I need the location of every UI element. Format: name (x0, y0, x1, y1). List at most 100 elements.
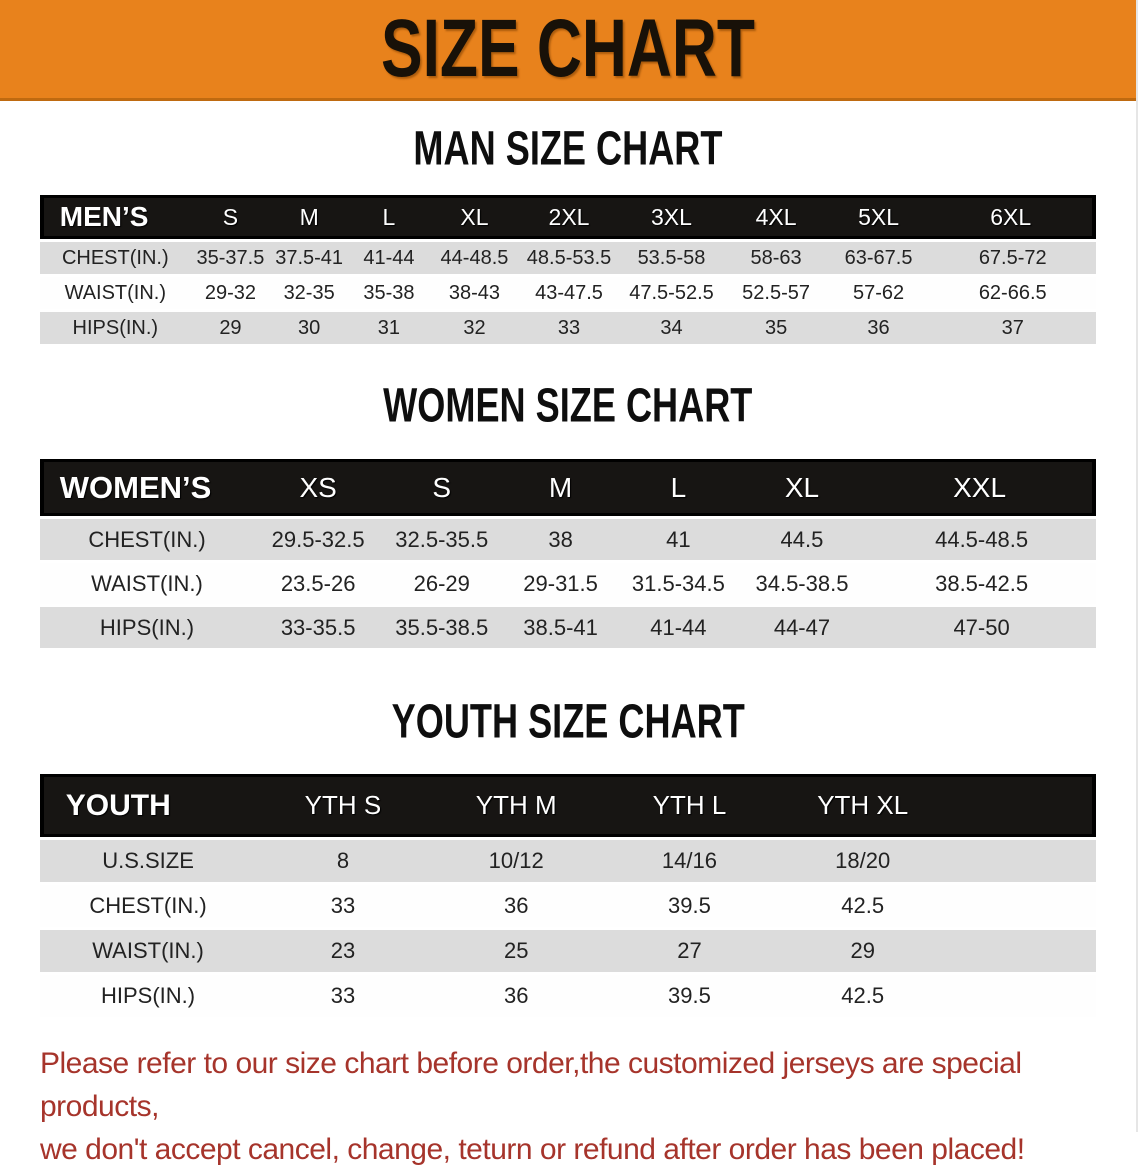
size-value: 37 (929, 312, 1097, 344)
disclaimer-line-1: Please refer to our size chart before or… (40, 1047, 1022, 1123)
size-value: 10/12 (429, 840, 603, 882)
size-value: 27 (602, 930, 777, 972)
row-label: WAIST(IN.) (39, 563, 255, 604)
row-label: HIPS(IN.) (39, 312, 191, 344)
size-value: 36 (429, 885, 603, 927)
size-column-header: XL (429, 195, 520, 239)
size-value: 23.5-26 (254, 563, 383, 604)
size-value: 67.5-72 (929, 242, 1097, 274)
size-value: 43-47.5 (519, 277, 619, 309)
size-value: 35.5-38.5 (382, 607, 502, 648)
table-row: WAIST(IN.) 23.5-26 26-29 29-31.5 31.5-34.5 34… (39, 563, 1097, 604)
size-value: 29 (776, 930, 950, 972)
table-row: CHEST(IN.) 35-37.5 37.5-41 41-44 44-48.5 48.5… (39, 242, 1097, 274)
size-column-header: S (190, 195, 271, 239)
size-value: 36 (827, 312, 930, 344)
size-value: 29.5-32.5 (254, 519, 383, 560)
size-value (949, 975, 1097, 1017)
size-column-header: 5XL (827, 195, 930, 239)
women-section-heading: WOMEN SIZE CHART (383, 379, 753, 433)
size-value: 42.5 (776, 975, 950, 1017)
size-value: 48.5-53.5 (519, 242, 619, 274)
table-row: CHEST(IN.) 33 36 39.5 42.5 (39, 885, 1097, 927)
size-column-header: M (270, 195, 349, 239)
size-column-header: S (382, 459, 502, 516)
row-label: CHEST(IN.) (39, 242, 191, 274)
table-row: CHEST(IN.) 29.5-32.5 32.5-35.5 38 41 44.5 44.5… (39, 519, 1097, 560)
size-value: 63-67.5 (827, 242, 930, 274)
size-value: 26-29 (382, 563, 502, 604)
table-header-row: WOMEN’S XS S M L XL XXL (39, 459, 1097, 516)
size-value: 44.5 (737, 519, 867, 560)
size-value: 38-43 (429, 277, 520, 309)
table-row: WAIST(IN.) 29-32 32-35 35-38 38-43 43-47.5 47.… (39, 277, 1097, 309)
size-value: 41-44 (619, 607, 737, 648)
size-value: 38.5-41 (501, 607, 620, 648)
size-column-header: 4XL (724, 195, 828, 239)
size-value: 36 (429, 975, 603, 1017)
size-value: 32 (429, 312, 520, 344)
size-value: 38.5-42.5 (866, 563, 1097, 604)
table-row: HIPS(IN.) 33 36 39.5 42.5 (39, 975, 1097, 1017)
size-value: 25 (429, 930, 603, 972)
table-row: HIPS(IN.) 29 30 31 32 33 34 35 36 37 (39, 312, 1097, 344)
size-value: 8 (256, 840, 430, 882)
table-row: WAIST(IN.) 23 25 27 29 (39, 930, 1097, 972)
size-value: 18/20 (776, 840, 950, 882)
men-size-table: MEN’S S M L XL 2XL 3XL 4XL 5XL 6XL CHEST(IN.) 35-37… (39, 192, 1097, 347)
men-section-heading: MAN SIZE CHART (413, 122, 723, 176)
size-value: 39.5 (602, 885, 777, 927)
row-label: U.S.SIZE (39, 840, 257, 882)
row-label: HIPS(IN.) (39, 975, 257, 1017)
size-value: 23 (256, 930, 430, 972)
size-column-header: XXL (866, 459, 1097, 516)
youth-section-heading: YOUTH SIZE CHART (391, 695, 745, 749)
table-corner-label: YOUTH (39, 774, 257, 837)
size-value: 31 (348, 312, 430, 344)
size-value: 47.5-52.5 (618, 277, 725, 309)
size-value (949, 930, 1097, 972)
table-corner-label: WOMEN’S (39, 459, 255, 516)
size-value (949, 840, 1097, 882)
size-value: 42.5 (776, 885, 950, 927)
youth-size-table: YOUTH YTH S YTH M YTH L YTH XL U.S.SIZE 8 10/12… (39, 771, 1097, 1020)
size-value: 33 (256, 885, 430, 927)
size-value: 37.5-41 (270, 242, 349, 274)
size-value: 29 (190, 312, 271, 344)
size-column-header (949, 774, 1097, 837)
table-header-row: MEN’S S M L XL 2XL 3XL 4XL 5XL 6XL (39, 195, 1097, 239)
size-value: 29-31.5 (501, 563, 620, 604)
size-value: 34 (618, 312, 725, 344)
size-value: 33 (519, 312, 619, 344)
size-value: 32.5-35.5 (382, 519, 502, 560)
size-value: 35-37.5 (190, 242, 271, 274)
size-column-header: XS (254, 459, 383, 516)
size-chart-banner: SIZE CHART (0, 0, 1136, 101)
size-value: 53.5-58 (618, 242, 725, 274)
banner-title: SIZE CHART (381, 2, 755, 95)
size-value: 31.5-34.5 (619, 563, 737, 604)
size-value: 29-32 (190, 277, 271, 309)
size-column-header: YTH L (602, 774, 777, 837)
size-column-header: M (501, 459, 620, 516)
table-row: HIPS(IN.) 33-35.5 35.5-38.5 38.5-41 41-44 44-… (39, 607, 1097, 648)
size-column-header: XL (737, 459, 867, 516)
size-column-header: 6XL (929, 195, 1097, 239)
size-column-header: L (348, 195, 430, 239)
size-value: 38 (501, 519, 620, 560)
row-label: CHEST(IN.) (39, 885, 257, 927)
size-value (949, 885, 1097, 927)
row-label: WAIST(IN.) (39, 930, 257, 972)
row-label: CHEST(IN.) (39, 519, 255, 560)
size-value: 58-63 (724, 242, 828, 274)
size-value: 57-62 (827, 277, 930, 309)
disclaimer-line-2: we don't accept cancel, change, teturn o… (40, 1133, 1025, 1166)
size-value: 41 (619, 519, 737, 560)
size-value: 30 (270, 312, 349, 344)
size-column-header: YTH M (429, 774, 603, 837)
disclaimer-note: Please refer to our size chart before or… (40, 1042, 1102, 1171)
size-value: 32-35 (270, 277, 349, 309)
size-value: 35 (724, 312, 828, 344)
table-corner-label: MEN’S (39, 195, 191, 239)
size-value: 62-66.5 (929, 277, 1097, 309)
